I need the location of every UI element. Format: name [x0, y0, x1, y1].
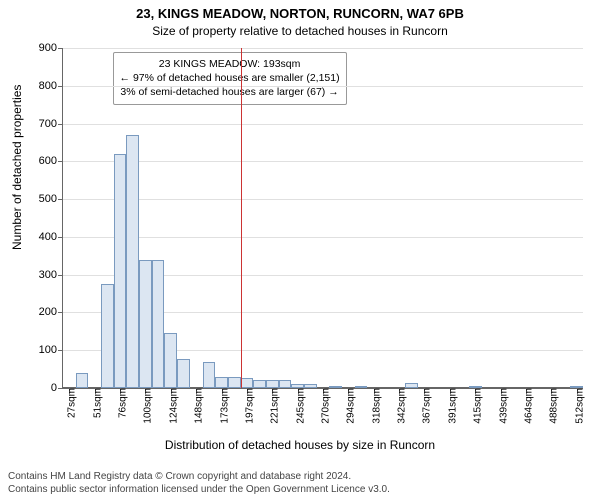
x-tick-label: 391sqm [441, 388, 458, 424]
x-tick-label: 464sqm [517, 388, 534, 424]
annotation-property-size: 23 KINGS MEADOW: 193sqm [120, 57, 340, 71]
x-tick-label: 76sqm [112, 388, 129, 418]
y-tick-label: 700 [39, 118, 63, 130]
histogram-bar [101, 284, 114, 388]
gridline [63, 124, 583, 125]
y-tick-label: 300 [39, 269, 63, 281]
histogram-bar [253, 380, 266, 388]
histogram-bar [279, 380, 292, 388]
y-tick-label: 900 [39, 42, 63, 54]
histogram-bar [266, 380, 279, 388]
histogram-bar [177, 359, 190, 388]
x-tick-label: 51sqm [86, 388, 103, 418]
histogram-bar [76, 373, 89, 388]
histogram-bar [139, 260, 152, 388]
y-tick-label: 800 [39, 80, 63, 92]
x-tick-label: 100sqm [137, 388, 154, 424]
x-tick-label: 318sqm [365, 388, 382, 424]
reference-annotation-box: 23 KINGS MEADOW: 193sqm ← 97% of detache… [113, 52, 347, 105]
gridline [63, 237, 583, 238]
x-axis-label: Distribution of detached houses by size … [0, 438, 600, 452]
reference-line [241, 48, 242, 388]
histogram-bar [126, 135, 139, 388]
gridline [63, 48, 583, 49]
x-tick-label: 124sqm [162, 388, 179, 424]
x-tick-label: 245sqm [289, 388, 306, 424]
histogram-bar [215, 377, 228, 388]
x-tick-label: 512sqm [568, 388, 585, 424]
histogram-bar [228, 377, 241, 388]
gridline [63, 199, 583, 200]
y-tick-label: 600 [39, 155, 63, 167]
gridline [63, 161, 583, 162]
data-credits: Contains HM Land Registry data © Crown c… [8, 470, 592, 496]
y-tick-label: 200 [39, 306, 63, 318]
credits-line1: Contains HM Land Registry data © Crown c… [8, 470, 592, 483]
histogram-bar [152, 260, 165, 388]
credits-line2: Contains public sector information licen… [8, 483, 592, 496]
x-tick-label: 415sqm [467, 388, 484, 424]
histogram-bar [203, 362, 216, 388]
x-tick-label: 221sqm [264, 388, 281, 424]
x-tick-label: 342sqm [391, 388, 408, 424]
y-tick-label: 400 [39, 231, 63, 243]
x-tick-label: 488sqm [543, 388, 560, 424]
x-tick-label: 270sqm [315, 388, 332, 424]
x-tick-label: 148sqm [188, 388, 205, 424]
histogram-bar [164, 333, 177, 388]
y-tick-label: 100 [39, 344, 63, 356]
x-tick-label: 439sqm [492, 388, 509, 424]
chart-subtitle: Size of property relative to detached ho… [0, 24, 600, 38]
annotation-smaller-pct: ← 97% of detached houses are smaller (2,… [120, 71, 340, 85]
x-tick-label: 27sqm [61, 388, 78, 418]
x-tick-label: 197sqm [238, 388, 255, 424]
gridline [63, 86, 583, 87]
x-tick-label: 173sqm [213, 388, 230, 424]
x-tick-label: 294sqm [340, 388, 357, 424]
histogram-plot: 23 KINGS MEADOW: 193sqm ← 97% of detache… [62, 48, 583, 389]
y-tick-label: 500 [39, 193, 63, 205]
chart-title-address: 23, KINGS MEADOW, NORTON, RUNCORN, WA7 6… [0, 6, 600, 21]
y-axis-label: Number of detached properties [10, 85, 24, 250]
x-tick-label: 367sqm [416, 388, 433, 424]
annotation-larger-pct: 3% of semi-detached houses are larger (6… [120, 85, 340, 99]
histogram-bar [241, 378, 254, 388]
histogram-bar [114, 154, 127, 388]
